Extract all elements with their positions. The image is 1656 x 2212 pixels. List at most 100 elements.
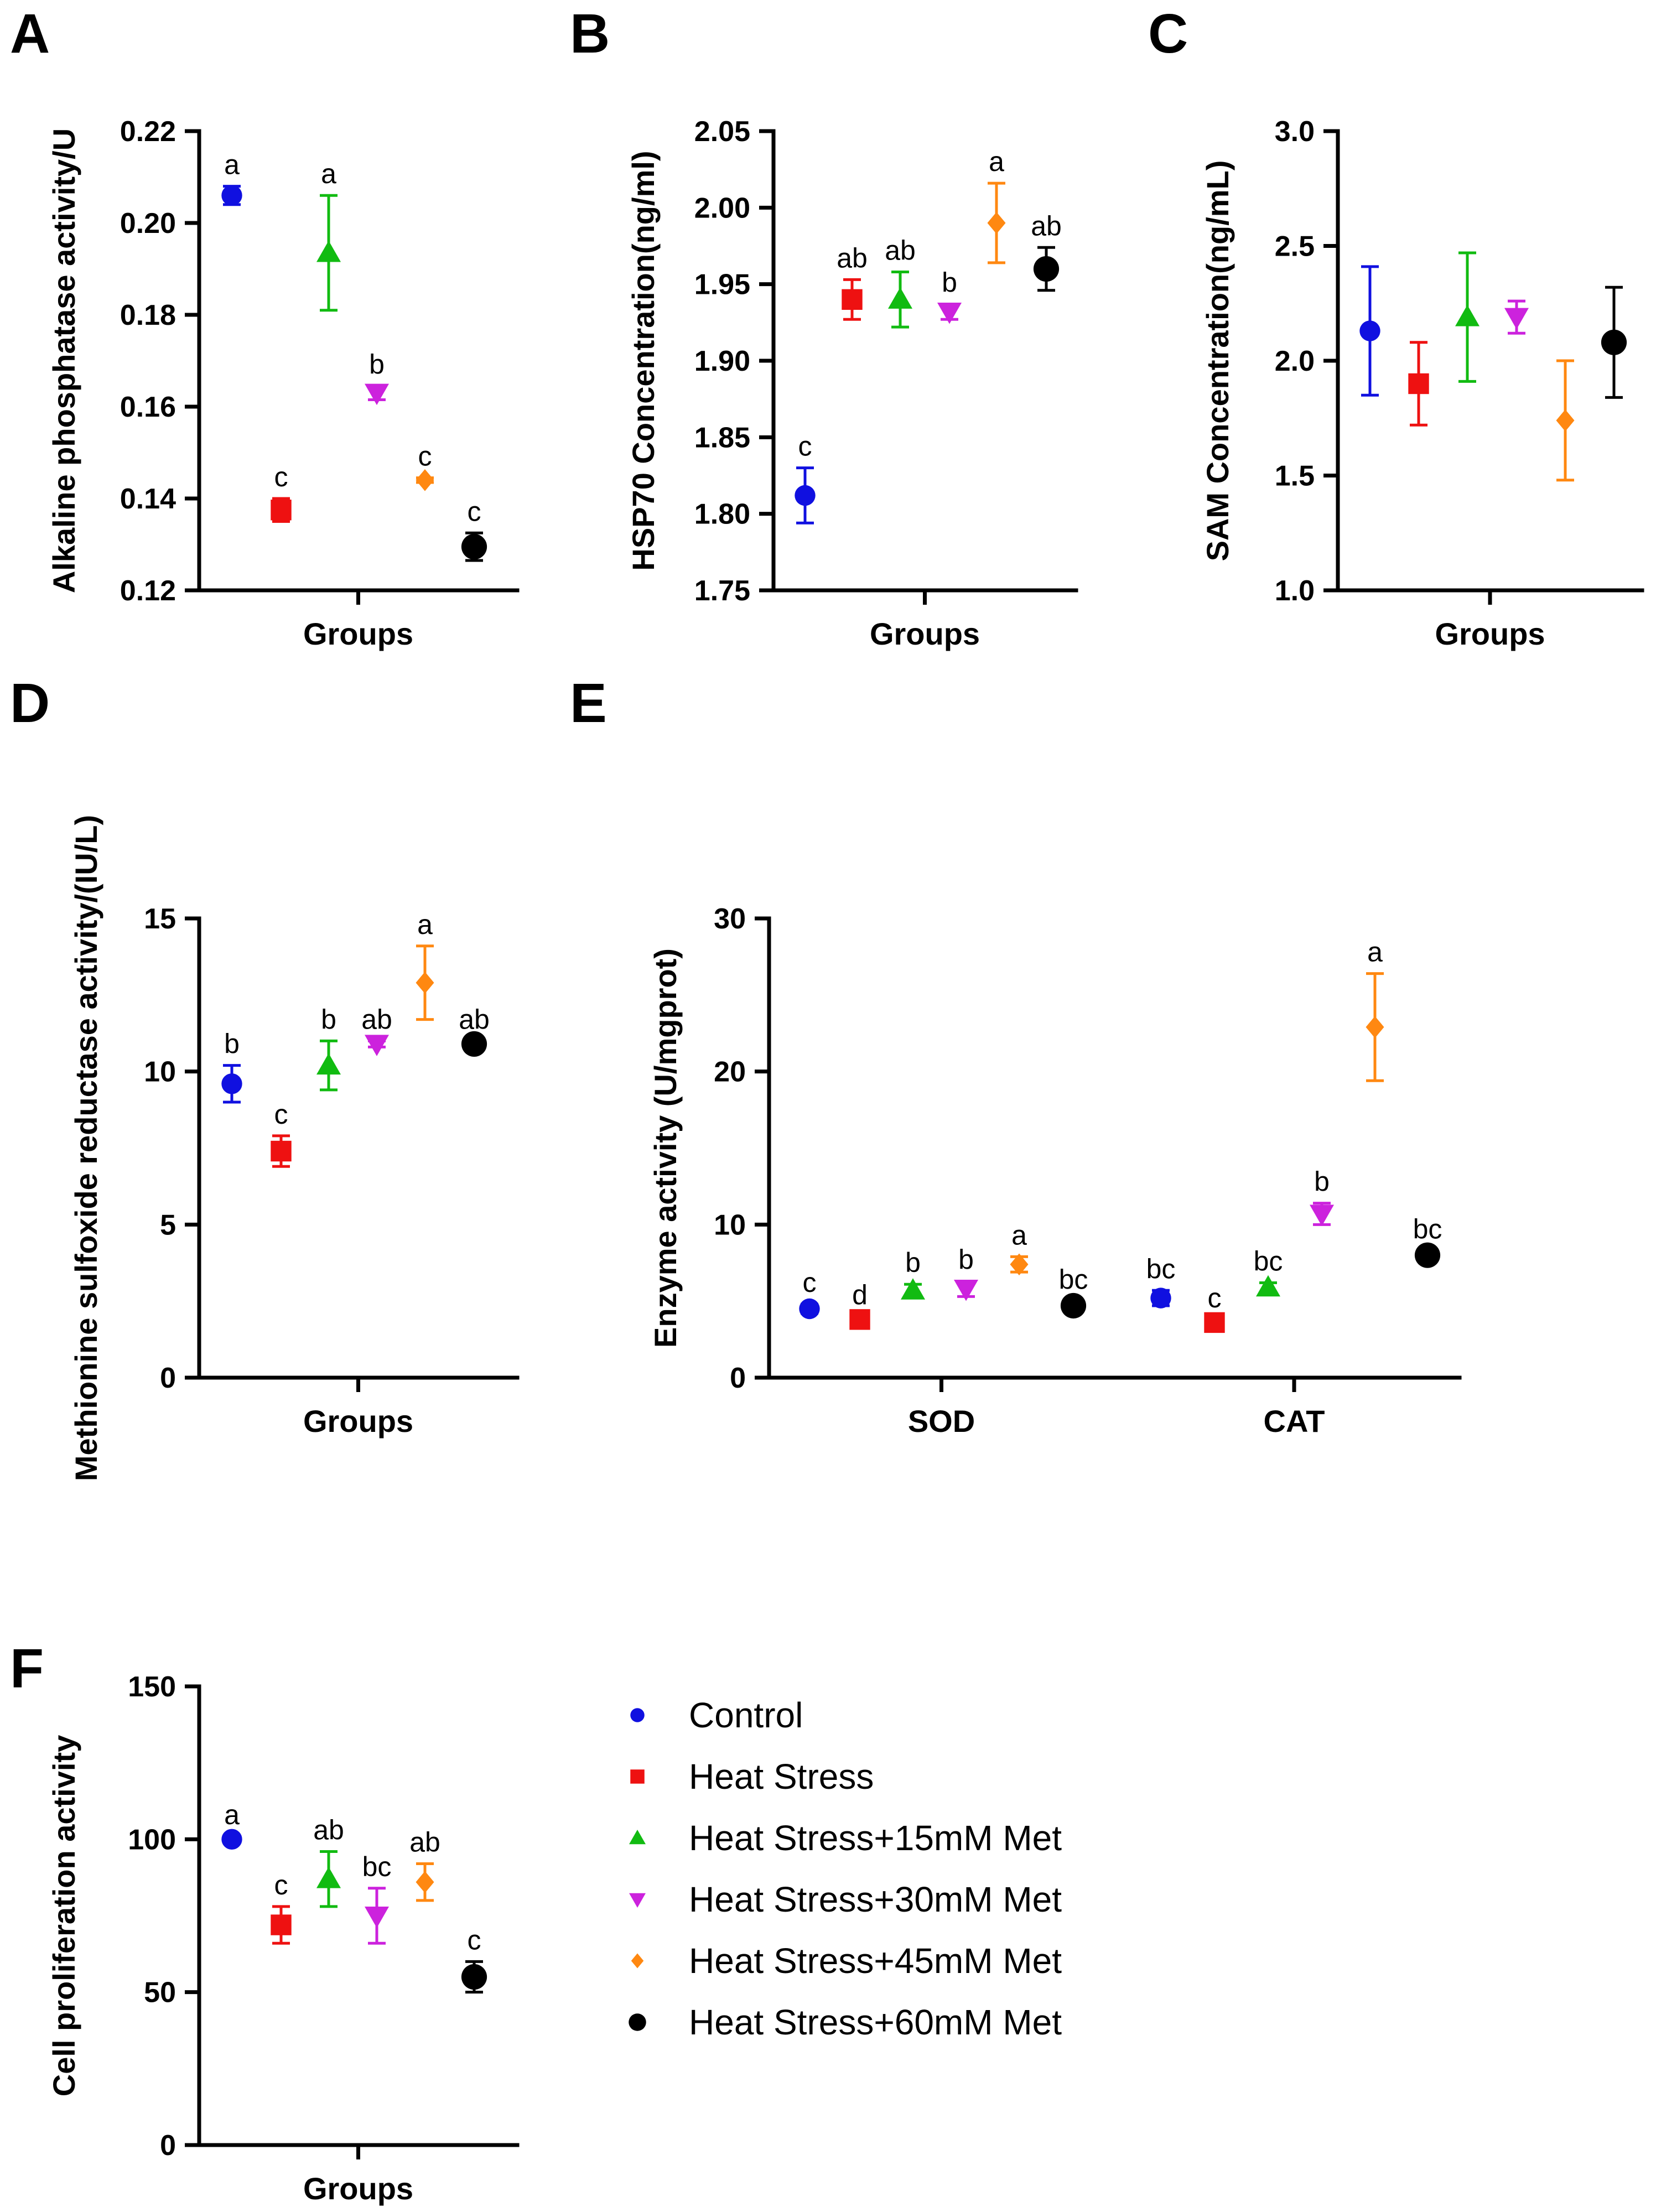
marker-f-heat-stress-30mm-met xyxy=(365,1907,389,1928)
point-e-cat-heat-stress-15mm-met: bc xyxy=(1254,1245,1283,1297)
sig-label-e-sod-control: c xyxy=(803,1267,817,1298)
sig-label-e-cat-control: bc xyxy=(1146,1253,1176,1284)
sig-label-d-heat-stress-15mm-met: b xyxy=(321,1004,336,1035)
point-c-heat-stress-15mm-met xyxy=(1455,251,1480,383)
y-tick-label-b-6: 2.05 xyxy=(694,116,750,148)
marker-f-heat-stress xyxy=(271,1914,292,1935)
panel-d: D 0 5 10 15 Methionine sulfoxide reductase ac… xyxy=(10,672,520,1481)
marker-a-heat-stress-15mm-met xyxy=(316,240,341,262)
marker-d-heat-stress-30mm-met xyxy=(365,1035,389,1056)
marker-f-heat-stress-15mm-met xyxy=(316,1867,341,1888)
legend-marker-heat-stress-45mm-met xyxy=(631,1953,644,1969)
sig-label-b-heat-stress-30mm-met: b xyxy=(942,267,957,298)
marker-e-cat-heat-stress-45mm-met xyxy=(1366,1016,1384,1039)
sig-label-e-cat-heat-stress-15mm-met: bc xyxy=(1254,1245,1283,1276)
marker-e-cat-heat-stress-15mm-met xyxy=(1256,1275,1280,1297)
point-f-heat-stress-15mm-met: ab xyxy=(313,1814,344,1908)
point-b-heat-stress: ab xyxy=(837,242,868,321)
panel-letter-a: A xyxy=(10,3,50,65)
y-tick-label-c-0: 1.0 xyxy=(1275,575,1315,607)
legend-item-heat-stress-60mm-met: Heat Stress+60mM Met xyxy=(629,2002,1062,2042)
y-tick-label-e-1: 10 xyxy=(714,1209,746,1241)
legend-label-heat-stress-45mm-met: Heat Stress+45mM Met xyxy=(689,1941,1062,1981)
y-tick-label-d-3: 15 xyxy=(144,903,176,935)
sig-label-a-heat-stress: c xyxy=(274,461,288,492)
point-d-heat-stress-45mm-met: a xyxy=(416,909,434,1021)
y-tick-label-b-2: 1.85 xyxy=(694,422,750,454)
x-axis-label-d: Groups xyxy=(303,1404,413,1439)
point-d-control: b xyxy=(221,1029,242,1104)
marker-a-heat-stress xyxy=(271,500,292,521)
point-a-control: a xyxy=(221,149,242,206)
y-tick-label-e-2: 20 xyxy=(714,1056,746,1088)
y-tick-label-a-2: 0.16 xyxy=(120,391,176,423)
sig-label-d-heat-stress: c xyxy=(274,1099,288,1130)
marker-e-sod-heat-stress xyxy=(849,1309,870,1330)
y-tick-label-c-2: 2.0 xyxy=(1275,345,1315,377)
sig-label-b-heat-stress-60mm-met: ab xyxy=(1031,210,1062,241)
legend-marker-control xyxy=(630,1708,645,1722)
marker-f-heat-stress-45mm-met xyxy=(416,1871,434,1893)
panel-letter-e: E xyxy=(570,672,607,734)
point-c-heat-stress xyxy=(1408,341,1429,427)
y-tick-label-b-3: 1.90 xyxy=(694,345,750,377)
sig-label-e-sod-heat-stress-15mm-met: b xyxy=(905,1247,921,1278)
y-tick-label-a-1: 0.14 xyxy=(120,483,176,515)
marker-e-cat-heat-stress-60mm-met xyxy=(1414,1242,1441,1268)
sig-label-e-sod-heat-stress-30mm-met: b xyxy=(958,1244,974,1275)
marker-d-control xyxy=(221,1073,242,1094)
point-f-heat-stress-45mm-met: ab xyxy=(409,1827,440,1902)
sig-label-a-heat-stress-15mm-met: a xyxy=(321,158,336,189)
sig-label-f-heat-stress-15mm-met: ab xyxy=(313,1814,344,1845)
point-e-sod-heat-stress: d xyxy=(849,1279,870,1330)
marker-e-sod-heat-stress-15mm-met xyxy=(901,1278,925,1300)
sig-label-d-heat-stress-45mm-met: a xyxy=(417,909,433,940)
sig-label-d-heat-stress-60mm-met: ab xyxy=(459,1004,490,1035)
marker-e-cat-control xyxy=(1150,1287,1171,1308)
marker-e-sod-heat-stress-30mm-met xyxy=(954,1280,978,1301)
marker-a-heat-stress-45mm-met xyxy=(416,469,434,491)
point-e-cat-control: bc xyxy=(1146,1253,1176,1308)
legend: Control Heat Stress Heat Stress+15mM Met He… xyxy=(629,1695,1062,2042)
panel-c: C 1.0 1.5 2.0 2.5 3.0 SAM Concentration(ng/mL)… xyxy=(1148,3,1644,651)
sig-label-e-sod-heat-stress-60mm-met: bc xyxy=(1059,1264,1088,1295)
sig-label-f-heat-stress-60mm-met: c xyxy=(468,1924,481,1955)
y-tick-label-a-5: 0.22 xyxy=(120,116,176,148)
y-tick-label-c-4: 3.0 xyxy=(1275,116,1315,148)
sig-label-a-control: a xyxy=(224,149,240,180)
x-axis-label-a: Groups xyxy=(303,616,413,651)
legend-item-control: Control xyxy=(630,1695,803,1735)
y-tick-label-a-0: 0.12 xyxy=(120,575,176,607)
legend-label-control: Control xyxy=(689,1695,803,1735)
sig-label-d-control: b xyxy=(224,1029,240,1060)
point-f-heat-stress-30mm-met: bc xyxy=(362,1851,391,1945)
point-c-control xyxy=(1359,265,1380,397)
sig-label-e-cat-heat-stress: c xyxy=(1208,1282,1222,1313)
panel-letter-d: D xyxy=(10,672,50,734)
y-tick-label-f-2: 100 xyxy=(128,1824,176,1856)
point-e-sod-control: c xyxy=(799,1267,820,1320)
point-c-heat-stress-60mm-met xyxy=(1601,285,1627,399)
panel-a: A 0.12 0.14 0.16 0.18 0.20 0.22 Alkaline phosph… xyxy=(10,3,520,651)
marker-a-control xyxy=(221,185,242,206)
marker-b-heat-stress-45mm-met xyxy=(987,212,1006,234)
panel-letter-b: B xyxy=(570,3,610,65)
y-axis-label-d: Methionine sulfoxide reductase activity/… xyxy=(69,815,103,1481)
point-e-sod-heat-stress-45mm-met: a xyxy=(1010,1219,1029,1276)
point-d-heat-stress-15mm-met: b xyxy=(316,1004,341,1092)
point-e-sod-heat-stress-15mm-met: b xyxy=(901,1247,925,1300)
marker-b-heat-stress-60mm-met xyxy=(1033,256,1060,282)
sig-label-b-heat-stress-15mm-met: ab xyxy=(885,235,916,266)
legend-item-heat-stress-30mm-met: Heat Stress+30mM Met xyxy=(629,1879,1062,1919)
y-tick-label-f-3: 150 xyxy=(128,1671,176,1703)
legend-marker-heat-stress-60mm-met xyxy=(629,2013,646,2031)
y-tick-label-d-1: 5 xyxy=(160,1209,176,1241)
marker-c-heat-stress xyxy=(1408,373,1429,394)
sig-label-e-cat-heat-stress-30mm-met: b xyxy=(1314,1166,1330,1197)
panel-letter-f: F xyxy=(10,1638,44,1700)
y-tick-label-a-3: 0.18 xyxy=(120,299,176,331)
marker-e-cat-heat-stress xyxy=(1204,1312,1225,1333)
sig-label-e-sod-heat-stress-45mm-met: a xyxy=(1011,1219,1027,1250)
sig-label-a-heat-stress-60mm-met: c xyxy=(468,496,481,527)
